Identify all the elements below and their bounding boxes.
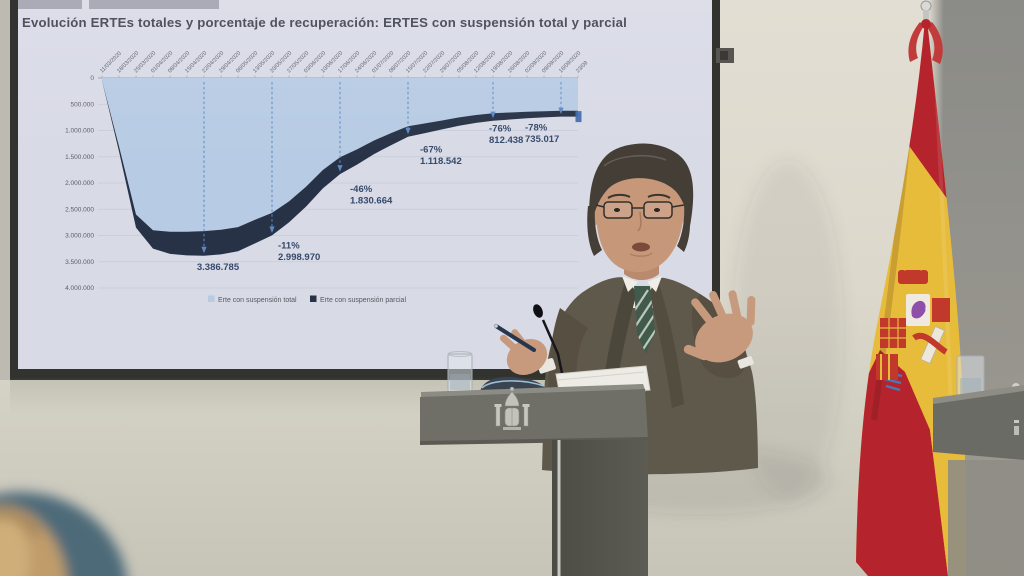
eyebrow xyxy=(607,193,631,199)
hair-grey-streak xyxy=(603,154,667,167)
foreground-blurred-person xyxy=(0,492,127,576)
speaker xyxy=(494,143,758,475)
right-podium-mark xyxy=(1014,420,1019,423)
flag-pole-finial xyxy=(920,0,932,12)
government-emblem-icon xyxy=(494,386,530,430)
water xyxy=(450,374,470,390)
flag-ribbon xyxy=(926,22,943,64)
right-podium-side xyxy=(948,460,1024,576)
screen-mount-bracket-inner xyxy=(720,51,728,60)
screen-bezel-right xyxy=(712,0,720,380)
hand-with-pen xyxy=(494,308,588,398)
pen-clip xyxy=(494,324,498,328)
flag-ribbon-knot xyxy=(921,19,931,29)
glasses-temple xyxy=(671,204,685,208)
screen-bezel-bottom xyxy=(10,369,720,380)
shirt-cuff xyxy=(737,356,754,369)
lower-lip xyxy=(629,252,653,257)
mouth xyxy=(632,242,650,252)
podium-board-shadow-edge xyxy=(420,437,648,445)
neck xyxy=(624,254,659,280)
eye xyxy=(654,208,660,212)
face-mask-trim xyxy=(481,380,545,389)
flag-coat-of-arms xyxy=(876,262,950,392)
suit-lapel-right xyxy=(649,278,684,408)
hair xyxy=(589,143,694,232)
podium-column xyxy=(552,440,648,576)
paper-edge xyxy=(557,371,645,381)
flag-pole xyxy=(923,10,929,23)
right-podium-mark xyxy=(1014,426,1019,435)
flag-ribbon xyxy=(908,22,924,62)
shirt-collar xyxy=(647,276,662,292)
podium-board xyxy=(420,389,648,444)
nose xyxy=(637,211,642,232)
microphone-capsule xyxy=(533,304,543,318)
right-podium-board xyxy=(933,391,1024,460)
gesturing-hand xyxy=(683,290,756,379)
pen xyxy=(494,324,536,352)
right-podium-top-bevel xyxy=(933,385,1024,405)
glass-rim xyxy=(447,351,473,357)
hair-side xyxy=(677,204,691,252)
wall-edge-strip xyxy=(0,0,10,380)
right-podium xyxy=(933,355,1024,576)
eye xyxy=(614,208,620,212)
glasses-temple xyxy=(595,204,605,208)
presentation-screen: Evolución ERTEs totales y porcentaje de … xyxy=(10,0,720,380)
screen-bezel-left xyxy=(10,0,18,380)
hair-side xyxy=(587,206,602,256)
shirt-collar xyxy=(622,276,638,292)
eyebrow xyxy=(647,193,671,199)
main-podium xyxy=(420,351,651,576)
